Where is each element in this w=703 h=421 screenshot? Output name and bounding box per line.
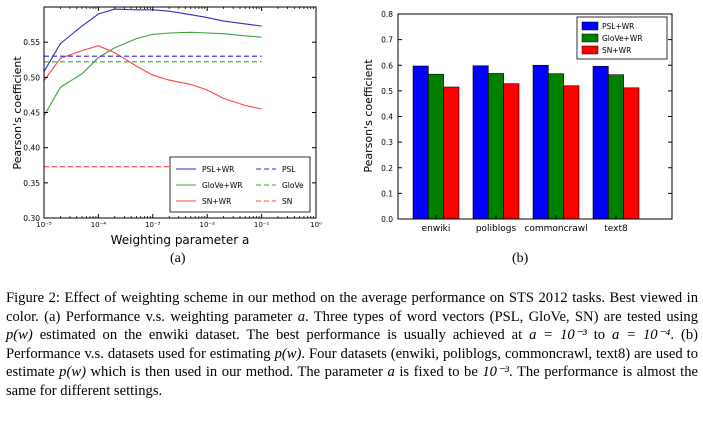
x-axis-label-a: Weighting parameter a: [111, 233, 250, 247]
y-tick-label-b: 0.7: [381, 36, 393, 45]
caption-math: a: [297, 308, 306, 325]
caption-text: . Four datasets (enwiki, poliblogs, comm…: [6, 345, 698, 381]
x-tick-label-a: 10⁻¹: [254, 221, 270, 229]
y-tick-label-a: 0.30: [23, 214, 40, 223]
caption-text: Figure 2: Effect of weighting scheme in …: [6, 290, 698, 325]
y-tick-label-b: 0.8: [381, 10, 393, 19]
y-tick-label-a: 0.40: [23, 144, 40, 153]
subfigure-label-b: (b): [512, 251, 529, 266]
bar-sn-wr: [503, 83, 520, 220]
caption-text: . Three types of word vectors (PSL, GloV…: [305, 308, 698, 325]
bar-sn-wr: [563, 85, 580, 220]
x-tick-label-a: 10⁻⁵: [36, 221, 52, 229]
legend-label-a: SN+WR: [202, 197, 231, 206]
bar-psl-wr: [532, 64, 549, 220]
y-tick-label-b: 0.5: [381, 87, 393, 96]
caption-math: p(w): [59, 364, 86, 381]
y-tick-label-b: 0.4: [381, 113, 393, 122]
bar-psl-wr: [592, 65, 609, 220]
legend-a: PSL+WR GloVe+WR SN+WR PSL GloVe SN: [169, 156, 311, 213]
caption-math: a: [387, 364, 395, 381]
legend-label-a: PSL+WR: [202, 165, 234, 174]
y-axis-label-a: Pearson's coefficient: [11, 56, 24, 170]
bar-sn-wr: [443, 86, 460, 220]
y-tick-label-b: 0.1: [381, 189, 393, 198]
legend-swatch-b: [581, 33, 599, 43]
y-tick-label-b: 0.2: [381, 164, 393, 173]
bar-glove-wr: [428, 73, 444, 220]
series-line-sn-wr: [43, 45, 262, 110]
legend-b: PSL+WR GloVe+WR SN+WR: [576, 16, 668, 60]
x-tick-label-b: poliblogs: [476, 224, 517, 234]
caption-text: . The performance is almost the same for…: [6, 364, 698, 399]
caption-text: estimated on the enwiki dataset. The bes…: [32, 327, 530, 344]
caption-math: a = 10⁻³: [529, 327, 587, 344]
legend-label-b: GloVe+WR: [602, 34, 643, 43]
bar-sn-wr: [623, 87, 640, 220]
legend-label-a: SN: [282, 197, 292, 206]
caption-text: . (b) Performance v.s. datasets used for…: [6, 327, 698, 362]
caption-math: a = 10⁻⁴: [611, 327, 671, 344]
x-tick-label-a: 10⁰: [310, 221, 322, 229]
bar-glove-wr: [608, 74, 624, 220]
chart-a: 0.30 0.35 0.40 0.45 0.50 0.55 10⁻⁵ 10⁻⁴ 10⁻³ 10⁻²…: [11, 6, 322, 247]
x-tick-label-a: 10⁻⁴: [91, 221, 107, 229]
caption-text: which is then used in our method. The pa…: [85, 364, 388, 381]
y-tick-label-b: 0.3: [381, 138, 393, 147]
caption-text: is fixed to be: [394, 364, 483, 381]
legend-label-a: GloVe+WR: [202, 181, 243, 190]
x-tick-label-b: enwiki: [422, 224, 451, 234]
chart-b: 0.0 0.1 0.2 0.3 0.4 0.5 0.6 0.7 0.8 enwiki poliblo…: [362, 10, 673, 234]
legend-swatch-b: [581, 21, 599, 31]
y-tick-label-a: 0.55: [23, 38, 40, 47]
x-tick-label-a: 10⁻²: [199, 221, 215, 229]
y-axis-label-b: Pearson's coefficient: [362, 59, 375, 173]
legend-label-b: SN+WR: [602, 46, 631, 55]
bar-glove-wr: [548, 73, 564, 220]
y-tick-label-a: 0.35: [23, 179, 40, 188]
subfigure-label-a: (a): [170, 251, 186, 266]
figure-caption: Figure 2: Effect of weighting scheme in …: [6, 289, 698, 401]
legend-label-a: PSL: [282, 165, 296, 174]
y-tick-label-b: 0.6: [381, 61, 393, 70]
y-tick-label-a: 0.45: [23, 109, 40, 118]
caption-math: p(w): [274, 345, 302, 362]
legend-label-a: GloVe: [282, 181, 304, 190]
y-tick-label-b: 0.0: [381, 215, 393, 224]
y-tick-label-a: 0.50: [23, 73, 40, 82]
x-tick-label-a: 10⁻³: [145, 221, 161, 229]
bar-psl-wr: [472, 65, 489, 220]
bar-psl-wr: [412, 65, 429, 220]
series-line-glove-wr: [43, 31, 262, 117]
legend-swatch-b: [581, 45, 599, 55]
x-tick-label-b: commoncrawl: [524, 224, 587, 234]
caption-math: p(w): [6, 327, 33, 344]
caption-text: to: [586, 327, 612, 344]
bar-glove-wr: [488, 73, 504, 220]
legend-label-b: PSL+WR: [602, 22, 634, 31]
x-tick-label-b: text8: [604, 224, 628, 234]
caption-math: 10⁻³: [482, 364, 510, 381]
